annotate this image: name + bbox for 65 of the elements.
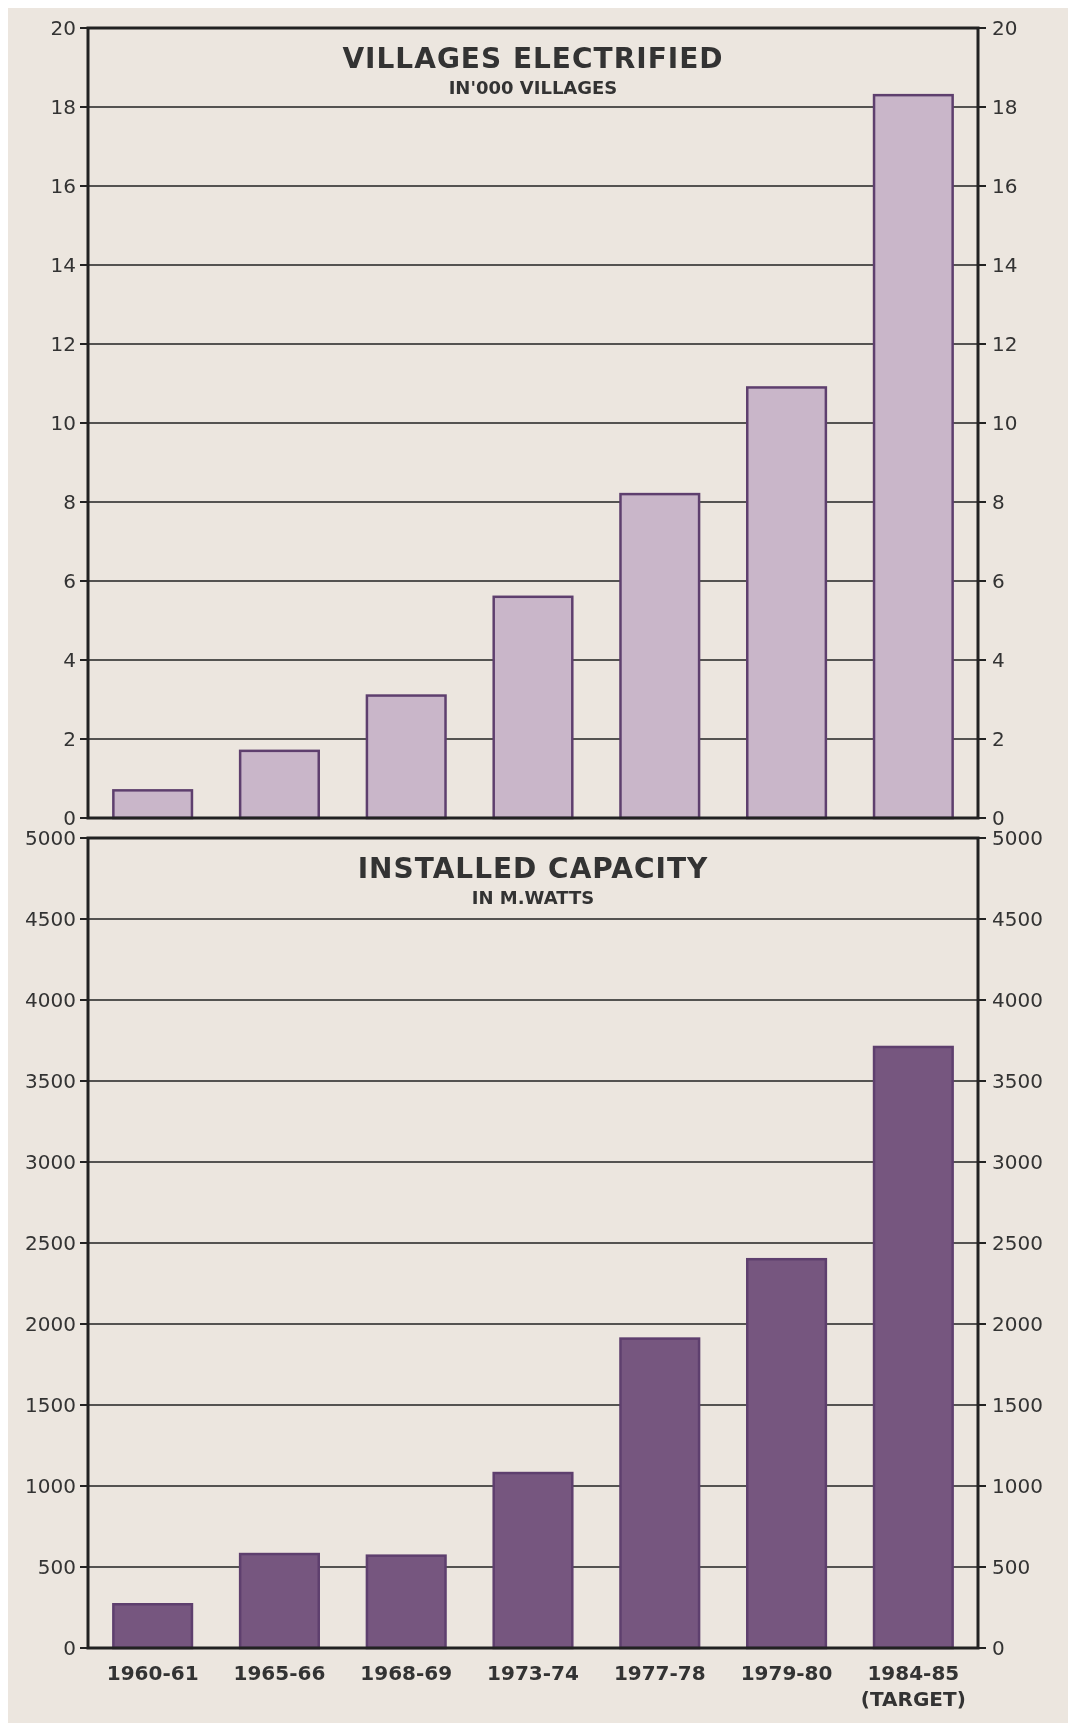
y-tick-label: 4500	[25, 907, 76, 931]
y2-tick-label: 2	[992, 727, 1005, 751]
y2-tick-label: 3500	[992, 1069, 1043, 1093]
y2-tick-label: 3000	[992, 1150, 1043, 1174]
x-tick-label: 1965-66	[233, 1661, 326, 1685]
bar	[746, 386, 828, 820]
y2-tick-label: 8	[992, 490, 1005, 514]
y-tick-label: 1000	[25, 1474, 76, 1498]
x-tick-label: 1979-80	[740, 1661, 833, 1685]
y2-tick-label: 4	[992, 648, 1005, 672]
y2-tick-label: 500	[992, 1555, 1031, 1579]
x-tick-label: 1973-74	[487, 1661, 579, 1685]
y2-tick-label: 6	[992, 569, 1005, 593]
bar	[872, 93, 954, 820]
x-tick-label: 1977-78	[613, 1661, 706, 1685]
y2-tick-label: 16	[992, 174, 1018, 198]
y-tick-label: 12	[50, 332, 76, 356]
y-tick-label: 0	[63, 1636, 76, 1660]
y-tick-label: 4000	[25, 988, 76, 1012]
bar	[872, 1045, 954, 1650]
bar	[619, 1337, 701, 1650]
bar	[112, 789, 194, 820]
bar	[238, 1552, 320, 1650]
y2-tick-label: 14	[992, 253, 1018, 277]
y2-tick-label: 18	[992, 95, 1018, 119]
y2-tick-label: 2000	[992, 1312, 1043, 1336]
y-tick-label: 3000	[25, 1150, 76, 1174]
y-tick-label: 14	[50, 253, 76, 277]
y2-tick-label: 12	[992, 332, 1018, 356]
y-tick-label: 2000	[25, 1312, 76, 1336]
bar	[238, 749, 320, 820]
y-tick-label: 2500	[25, 1231, 76, 1255]
text: VILLAGES ELECTRIFIED	[342, 42, 724, 75]
y2-tick-label: 20	[992, 16, 1018, 40]
y2-tick-label: 0	[992, 1636, 1005, 1660]
y-tick-label: 8	[63, 490, 76, 514]
y-tick-label: 3500	[25, 1069, 76, 1093]
bar	[365, 1554, 447, 1650]
y2-tick-label: 1500	[992, 1393, 1043, 1417]
y-tick-label: 1500	[25, 1393, 76, 1417]
x-tick-label: 1960-61	[106, 1661, 199, 1685]
y-tick-label: 2	[63, 727, 76, 751]
y-tick-label: 20	[50, 16, 76, 40]
bar	[492, 1471, 574, 1650]
y-tick-label: 10	[50, 411, 76, 435]
y2-tick-label: 4500	[992, 907, 1043, 931]
y-tick-label: 16	[50, 174, 76, 198]
text: IN'000 VILLAGES	[448, 77, 618, 98]
y2-tick-label: 10	[992, 411, 1018, 435]
y-tick-label: 500	[37, 1555, 76, 1579]
bar	[619, 492, 701, 820]
y2-tick-label: 1000	[992, 1474, 1043, 1498]
y-tick-label: 4	[63, 648, 76, 672]
y-tick-label: 18	[50, 95, 76, 119]
x-tick-label: 1984-85 (TARGET)	[860, 1661, 966, 1711]
text: INSTALLED CAPACITY	[357, 852, 709, 885]
y2-tick-label: 2500	[992, 1231, 1043, 1255]
bar	[746, 1257, 828, 1650]
text: IN M.WATTS	[471, 887, 595, 908]
bar	[365, 694, 447, 820]
y2-tick-label: 4000	[992, 988, 1043, 1012]
bar	[492, 595, 574, 820]
bar	[112, 1603, 194, 1650]
y-tick-label: 6	[63, 569, 76, 593]
x-tick-label: 1968-69	[360, 1661, 453, 1685]
